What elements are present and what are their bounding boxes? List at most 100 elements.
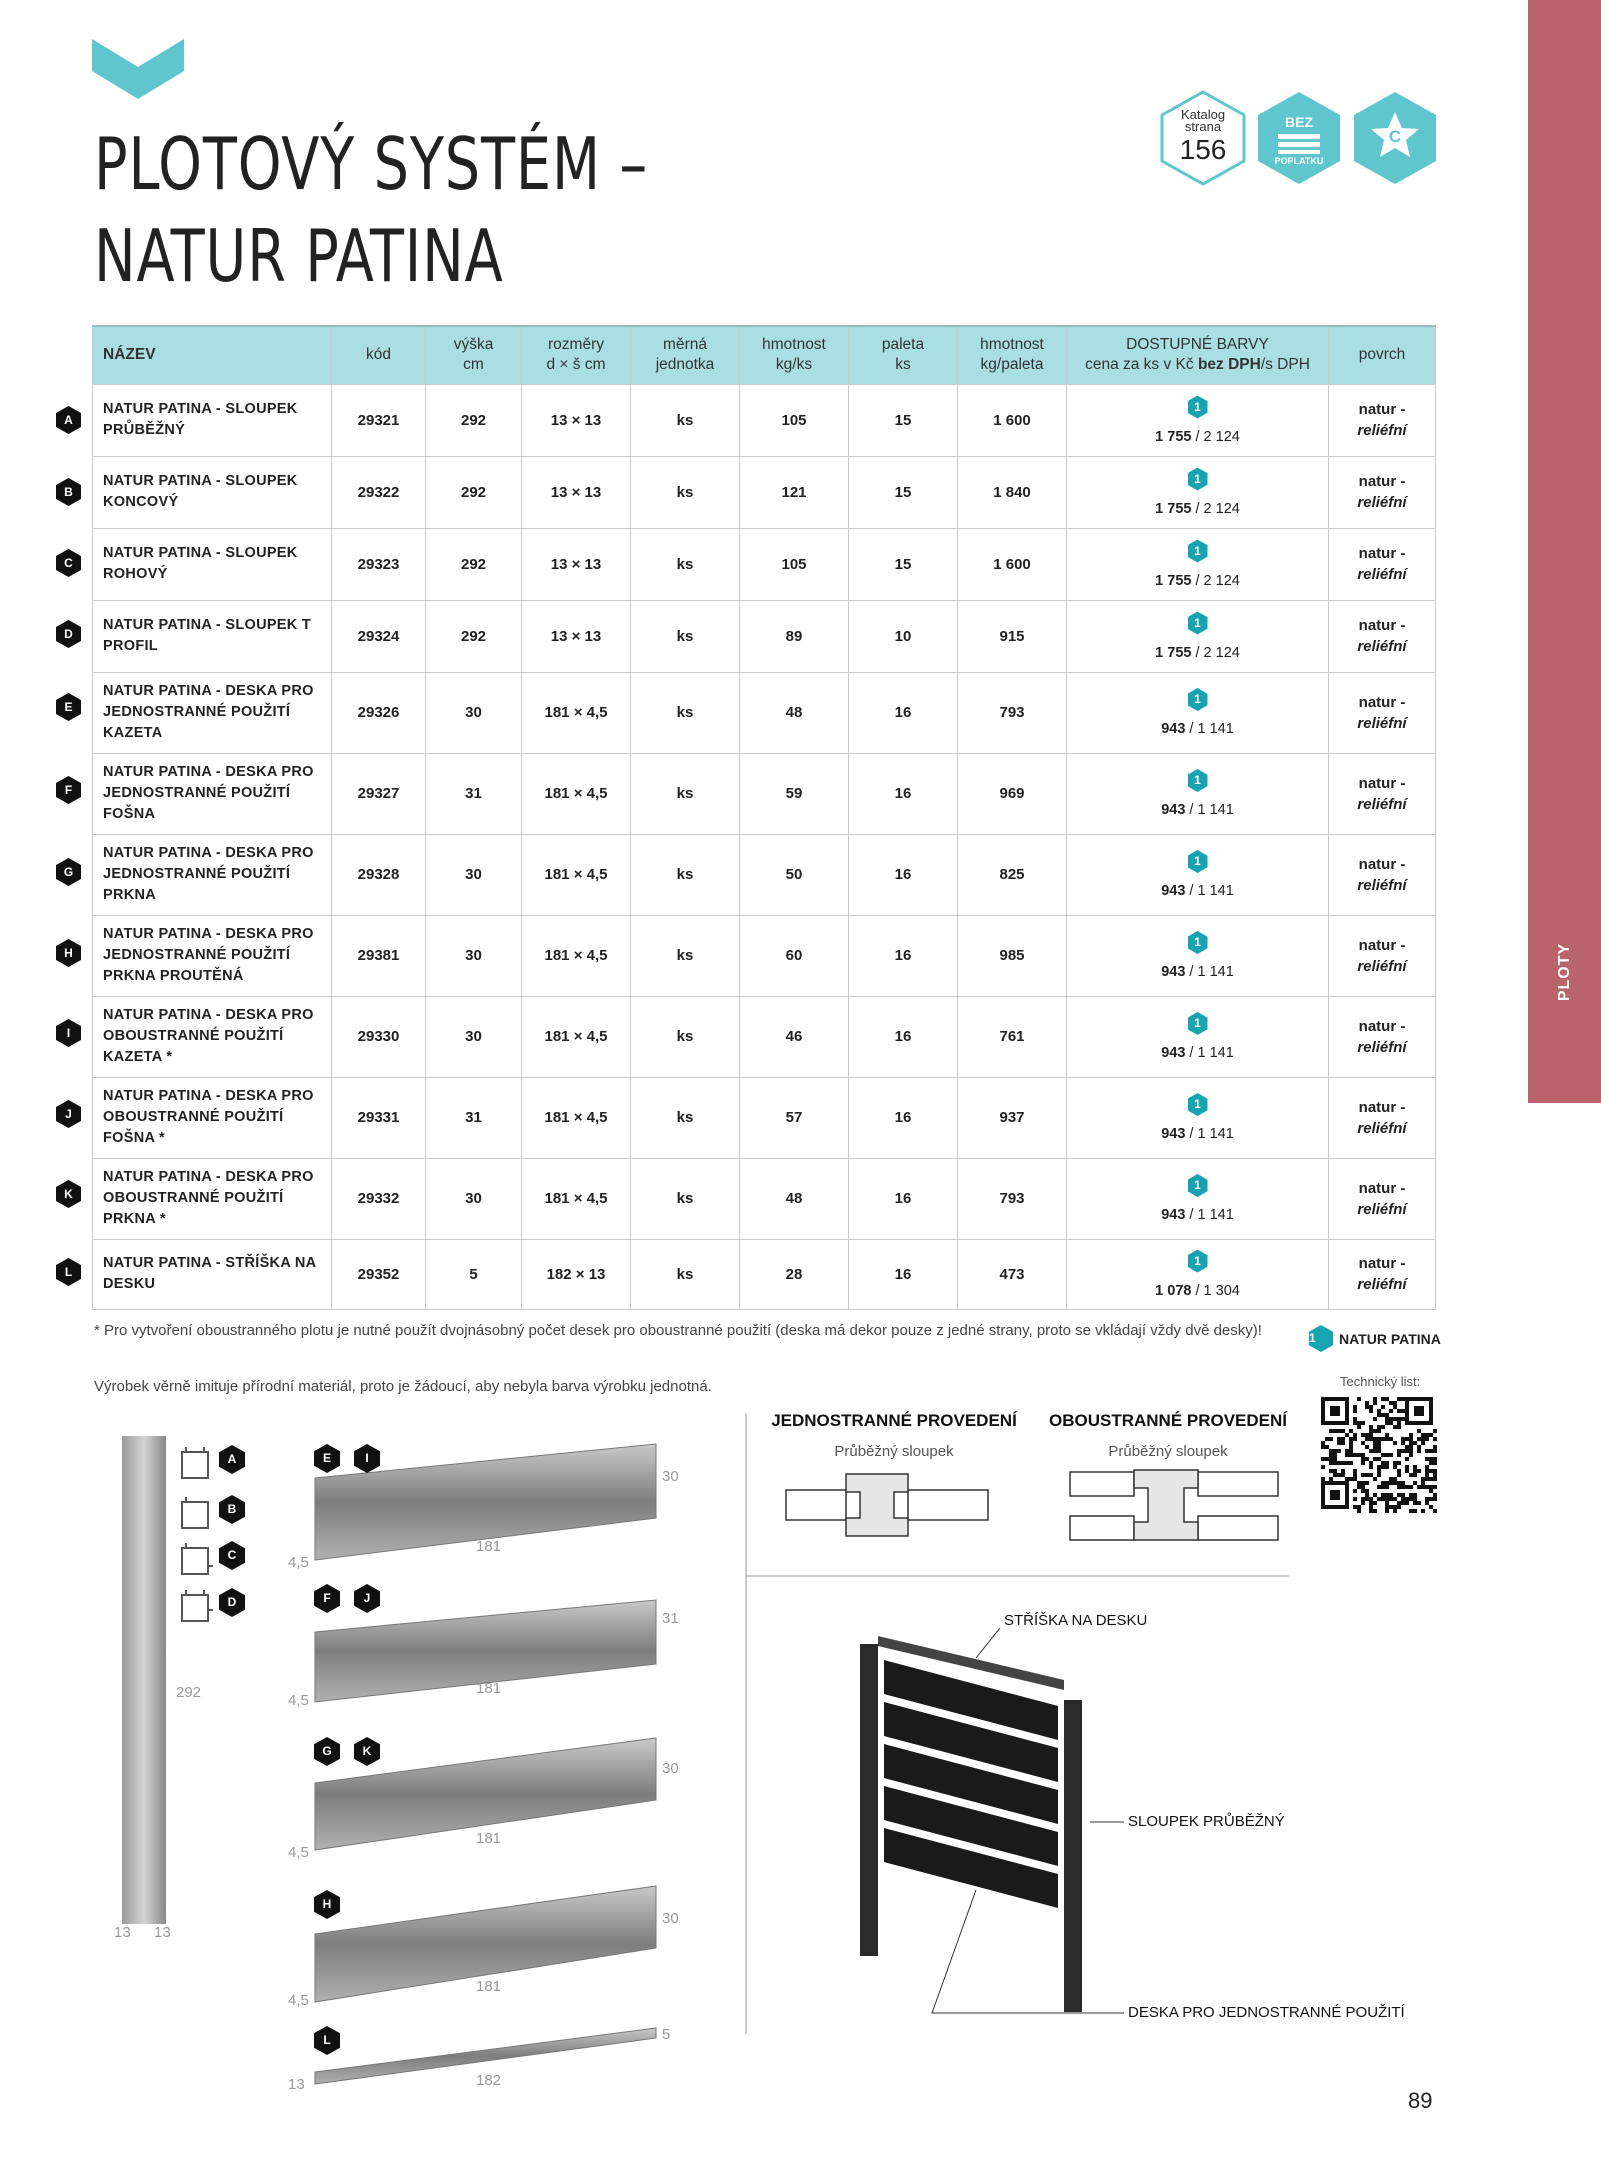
product-pallet-weight: 915 [957,599,1067,673]
board-thickness-label: 4,5 [288,1992,309,2009]
product-name: NATUR PATINA - SLOUPEK T PROFIL [92,599,332,673]
board-thickness-label: 4,5 [288,1692,309,1709]
product-height: 31 [425,752,522,835]
product-weight: 28 [739,1238,849,1310]
col-code: kód [331,325,426,385]
product-weight: 48 [739,671,849,754]
product-code: 29332 [331,1157,426,1240]
price: 1 755 / 2 124 [1067,429,1328,445]
row-letter-badge: D [56,620,81,648]
product-height: 30 [425,995,522,1078]
product-dims: 181 × 4,5 [521,671,631,754]
section-tab-ploty[interactable]: PLOTY [1528,0,1601,1103]
surface-finish: reliéfní [1357,795,1407,813]
product-pallet-weight: 1 600 [957,383,1067,457]
product-height: 30 [425,1157,522,1240]
row-letter-badge: B [56,478,81,506]
price: 943 / 1 141 [1067,1126,1328,1142]
product-unit: ks [630,1238,740,1310]
product-weight: 105 [739,383,849,457]
product-pallet: 16 [848,671,958,754]
product-pallet-weight: 793 [957,1157,1067,1240]
single-side-title: JEDNOSTRANNÉ PROVEDENÍ [771,1411,1017,1430]
product-pallet: 15 [848,527,958,601]
surface-finish: reliéfní [1357,714,1407,732]
price-gross: / 2 124 [1191,644,1240,661]
footnote: * Pro vytvoření oboustranného plotu je n… [94,1322,1262,1339]
product-height: 30 [425,914,522,997]
board-height-label: 31 [662,1610,679,1627]
product-dims: 181 × 4,5 [521,914,631,997]
qr-code-icon[interactable] [1321,1397,1437,1513]
label-board: DESKA PRO JEDNOSTRANNÉ POUŽITÍ [1128,2004,1405,2021]
product-letter-badge: J [354,1584,380,1613]
product-surface: natur - reliéfní [1328,995,1436,1078]
price-net: 943 [1161,721,1186,737]
price: 943 / 1 141 [1067,1207,1328,1223]
product-pallet-weight: 1 840 [957,455,1067,529]
board-length-label: 181 [476,1538,502,1555]
product-letter-badge: D [219,1588,245,1617]
product-weight: 60 [739,914,849,997]
double-side-subtitle: Průběžný sloupek [1108,1443,1228,1460]
surface-type: natur - [1358,1017,1406,1035]
product-name: NATUR PATINA - DESKA PRO OBOUSTRANNÉ POU… [92,995,332,1078]
price-gross: / 1 141 [1185,1045,1234,1061]
surface-type: natur - [1358,936,1406,954]
catalog-label-2: strana [1184,119,1222,134]
product-unit: ks [630,1157,740,1240]
product-code: 29381 [331,914,426,997]
price-net: 1 755 [1155,428,1192,445]
col-colors-bold: bez DPH [1197,356,1261,374]
color-swatch-icon: 1 [1187,539,1208,563]
price: 943 / 1 141 [1067,721,1328,737]
product-unit: ks [630,455,740,529]
product-unit: ks [630,599,740,673]
product-table: NÁZEV kód výška cm rozměry d × š cm měrn… [92,325,1436,1310]
surface-type: natur - [1358,693,1406,711]
product-code: 29327 [331,752,426,835]
product-letter-badge: G [314,1737,340,1766]
surface-type: natur - [1358,855,1406,873]
board-height-label: 5 [662,2026,671,2043]
table-row: NATUR PATINA - DESKA PRO OBOUSTRANNÉ POU… [92,995,1436,1078]
product-height: 292 [425,383,522,457]
product-letter-badge: C [219,1541,245,1570]
product-surface: natur - reliéfní [1328,671,1436,754]
product-pallet: 16 [848,752,958,835]
col-dims: rozměry d × š cm [521,325,631,385]
product-weight: 50 [739,833,849,916]
surface-type: natur - [1358,774,1406,792]
price-gross: / 1 141 [1185,883,1234,899]
col-pallet-weight: hmotnost kg/paleta [957,325,1067,385]
product-code: 29331 [331,1076,426,1159]
section-tab-label: PLOTY [1555,942,1573,1002]
color-swatch-icon: 1 [1187,931,1208,954]
product-letter-badge: H [314,1890,340,1919]
product-surface: natur - reliéfní [1328,527,1436,601]
product-unit: ks [630,995,740,1078]
catalog-label: Katalog [1180,107,1226,122]
product-colors-price: 1 943 / 1 141 [1066,671,1329,754]
price: 1 755 / 2 124 [1067,501,1328,517]
product-weight: 89 [739,599,849,673]
product-colors-price: 1 943 / 1 141 [1066,995,1329,1078]
product-surface: natur - reliéfní [1328,1238,1436,1310]
product-colors-price: 1 943 / 1 141 [1066,1076,1329,1159]
board-length-label: 181 [476,1830,502,1847]
post-drawing [122,1436,166,1924]
post-depth-label: 13 [154,1924,171,1941]
star-icon [1354,92,1436,184]
board-thickness-label: 4,5 [288,1554,309,1571]
post-width-label: 13 [114,1924,131,1941]
surface-finish: reliéfní [1357,876,1407,894]
table-row: NATUR PATINA - SLOUPEK PRŮBĚŽNÝ 29321 29… [92,383,1436,457]
product-dims: 181 × 4,5 [521,1076,631,1159]
product-letter-badge: I [354,1444,380,1473]
col-height: výška cm [425,325,522,385]
row-letter-badge: C [56,549,81,577]
table-row: NATUR PATINA - DESKA PRO JEDNOSTRANNÉ PO… [92,671,1436,754]
product-name: NATUR PATINA - STŘÍŠKA NA DESKU [92,1238,332,1310]
product-dims: 181 × 4,5 [521,752,631,835]
product-name: NATUR PATINA - DESKA PRO JEDNOSTRANNÉ PO… [92,752,332,835]
